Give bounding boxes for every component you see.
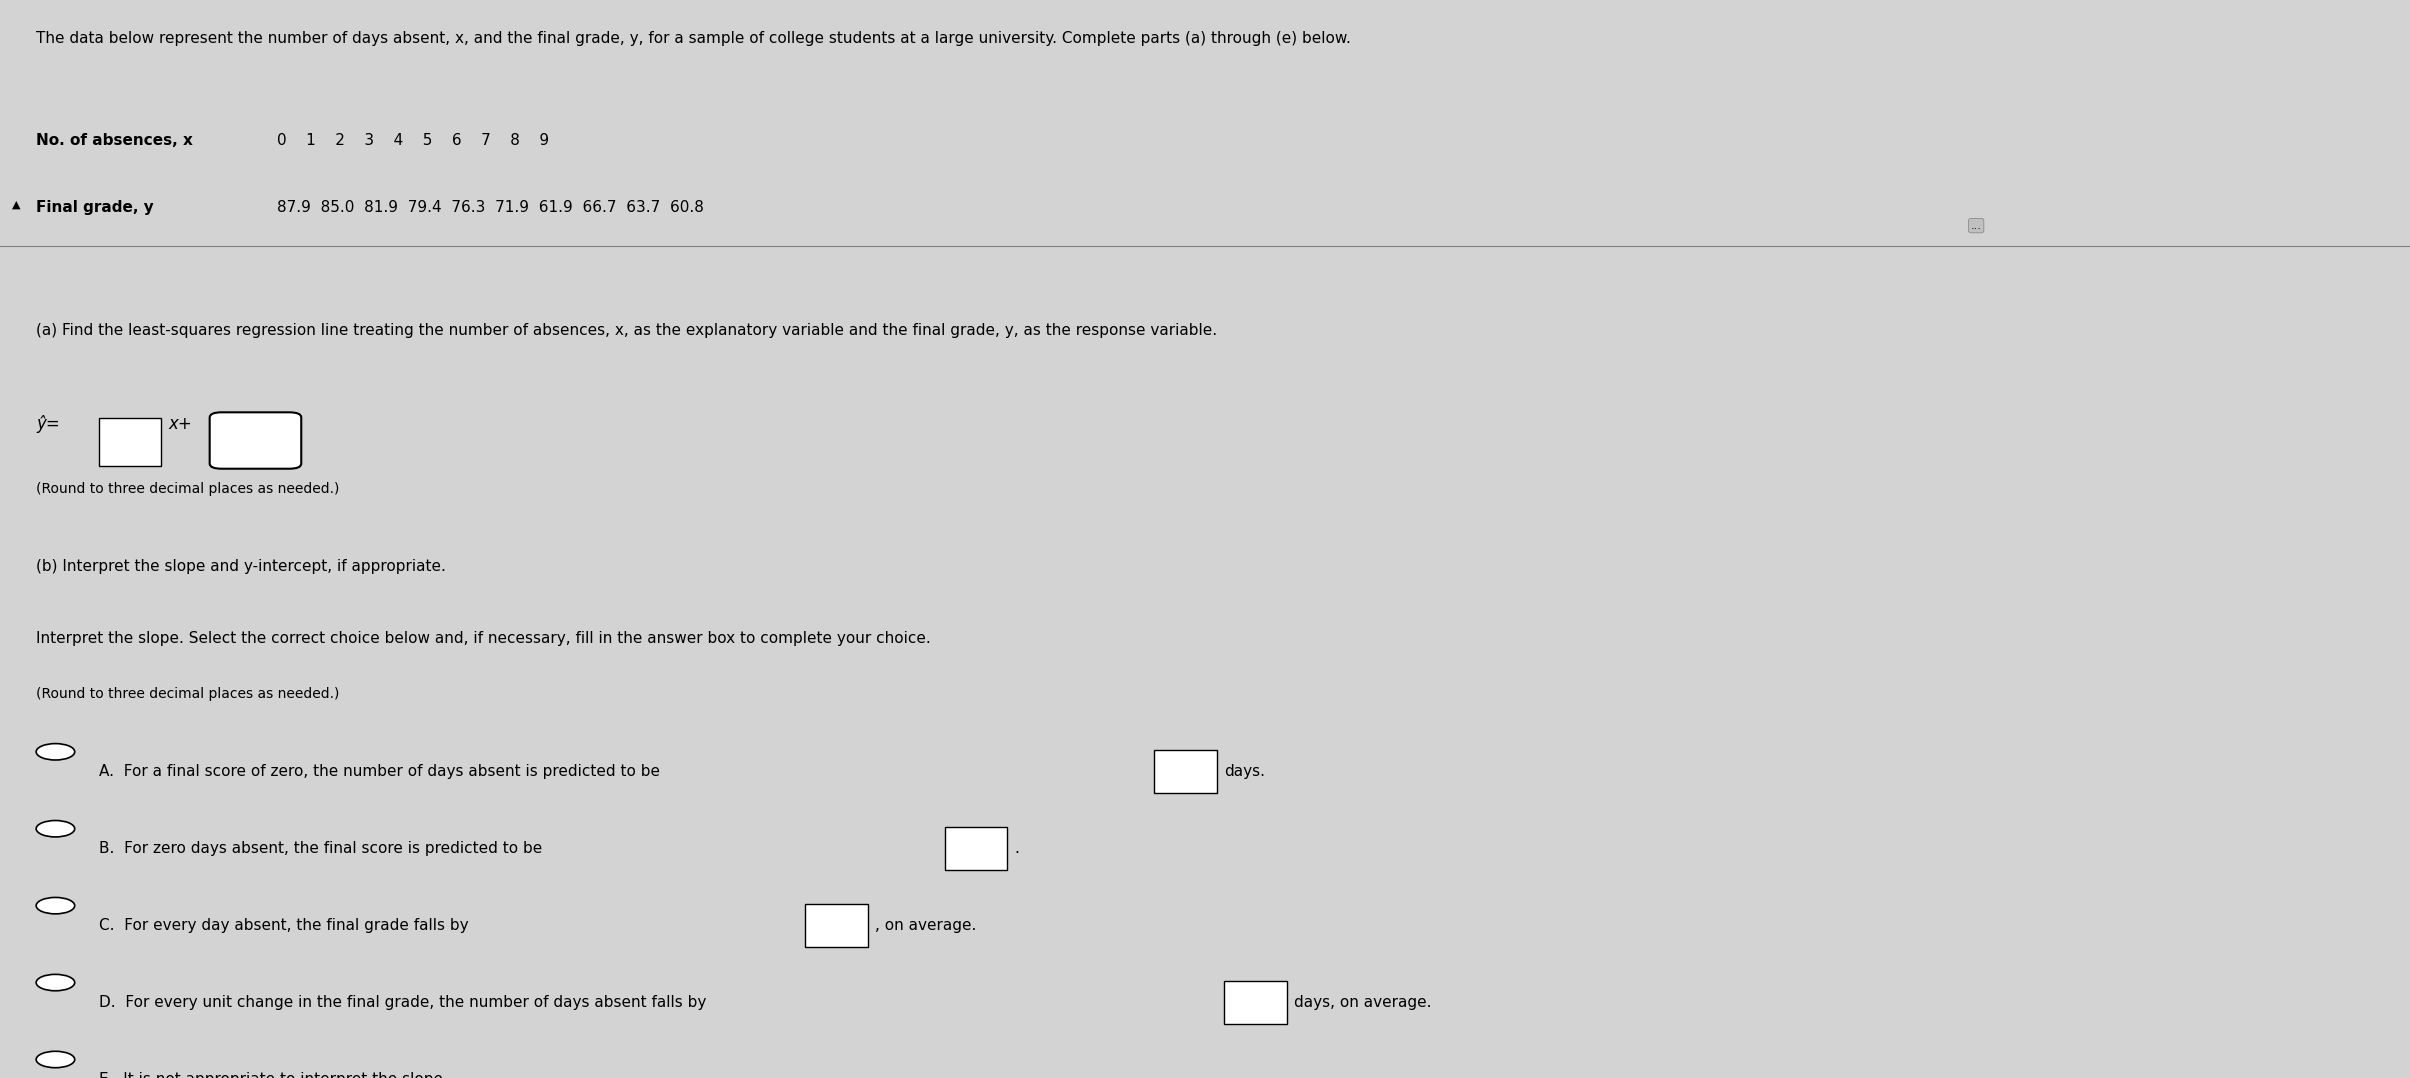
Circle shape <box>36 1051 75 1067</box>
Text: C.  For every day absent, the final grade falls by: C. For every day absent, the final grade… <box>99 918 468 932</box>
Circle shape <box>36 975 75 991</box>
Text: No. of absences, x: No. of absences, x <box>36 134 193 149</box>
Text: ...: ... <box>1971 221 1981 231</box>
Text: ŷ=: ŷ= <box>36 415 60 433</box>
FancyBboxPatch shape <box>210 412 301 469</box>
Text: (b) Interpret the slope and y-intercept, if appropriate.: (b) Interpret the slope and y-intercept,… <box>36 559 446 573</box>
Text: 87.9  85.0  81.9  79.4  76.3  71.9  61.9  66.7  63.7  60.8: 87.9 85.0 81.9 79.4 76.3 71.9 61.9 66.7 … <box>277 201 704 215</box>
Text: .: . <box>1015 841 1019 856</box>
FancyBboxPatch shape <box>805 903 868 946</box>
Circle shape <box>36 898 75 914</box>
Circle shape <box>36 744 75 760</box>
Text: A.  For a final score of zero, the number of days absent is predicted to be: A. For a final score of zero, the number… <box>99 764 660 779</box>
FancyBboxPatch shape <box>945 827 1007 870</box>
Text: E.  It is not appropriate to interpret the slope.: E. It is not appropriate to interpret th… <box>99 1072 448 1078</box>
Text: Interpret the slope. Select the correct choice below and, if necessary, fill in : Interpret the slope. Select the correct … <box>36 631 930 646</box>
FancyBboxPatch shape <box>99 418 161 466</box>
FancyBboxPatch shape <box>1154 749 1217 792</box>
Text: (Round to three decimal places as needed.): (Round to three decimal places as needed… <box>36 687 340 701</box>
Text: x+: x+ <box>169 415 193 433</box>
Text: days.: days. <box>1224 764 1265 779</box>
Text: ▲: ▲ <box>12 201 22 210</box>
Text: days, on average.: days, on average. <box>1294 995 1432 1010</box>
Text: (Round to three decimal places as needed.): (Round to three decimal places as needed… <box>36 482 340 496</box>
Text: The data below represent the number of days absent, x, and the final grade, y, f: The data below represent the number of d… <box>36 31 1352 45</box>
FancyBboxPatch shape <box>1224 981 1287 1024</box>
Text: , on average.: , on average. <box>875 918 976 932</box>
Circle shape <box>36 820 75 837</box>
Text: 0    1    2    3    4    5    6    7    8    9: 0 1 2 3 4 5 6 7 8 9 <box>277 134 549 149</box>
Text: (a) Find the least-squares regression line treating the number of absences, x, a: (a) Find the least-squares regression li… <box>36 323 1217 338</box>
Text: D.  For every unit change in the final grade, the number of days absent falls by: D. For every unit change in the final gr… <box>99 995 706 1010</box>
Text: Final grade, y: Final grade, y <box>36 201 154 215</box>
Text: B.  For zero days absent, the final score is predicted to be: B. For zero days absent, the final score… <box>99 841 542 856</box>
